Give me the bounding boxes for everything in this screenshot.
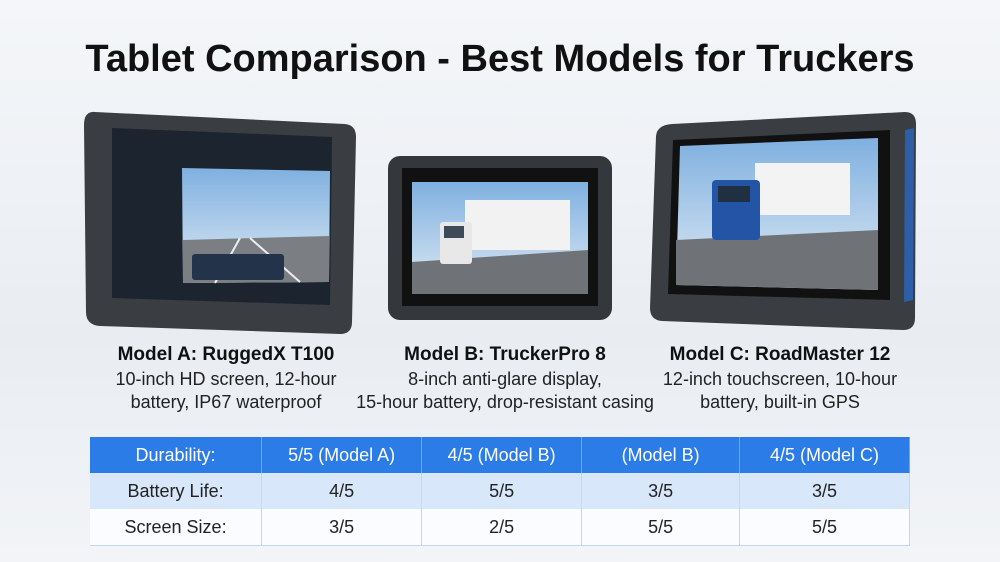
- table-cell: 3/5: [739, 473, 910, 509]
- table-cell: 2/5: [421, 509, 583, 546]
- model-name: Model A: RuggedX T100: [117, 344, 335, 365]
- table-cell: 4/5: [261, 473, 423, 509]
- table-cell: 5/5: [581, 509, 741, 546]
- table-cell: 4/5 (Model B): [421, 437, 583, 473]
- comparison-table: Durability: 5/5 (Model A) 4/5 (Model B) (Mo…: [90, 437, 910, 546]
- title: Tablet Comparison - Best Models for Truc…: [85, 38, 915, 80]
- table-cell: 3/5: [261, 509, 423, 546]
- table-row: Screen Size: 3/5 2/5 5/5 5/5: [90, 509, 910, 546]
- model-description: battery, IP67 waterproof: [130, 392, 322, 412]
- table-row: Battery Life: 4/5 5/5 3/5 3/5: [90, 473, 910, 509]
- model-name: Model B: TruckerPro 8: [404, 344, 606, 365]
- table-cell: 5/5 (Model A): [261, 437, 423, 473]
- table-cell: 5/5: [421, 473, 583, 509]
- tablet-images: [84, 111, 916, 334]
- table-cell: 4/5 (Model C): [739, 437, 910, 473]
- model-caption: Model C: RoadMaster 12 12-inch touchscre…: [615, 342, 945, 414]
- model-description: 8-inch anti-glare display,: [408, 369, 602, 389]
- table-cell: 3/5: [581, 473, 741, 509]
- model-description: 15-hour battery, drop-resistant casing: [356, 392, 654, 412]
- row-label: Durability:: [90, 437, 263, 473]
- table-cell: 5/5: [739, 509, 910, 546]
- model-description: 12-inch touchscreen, 10-hour: [662, 369, 898, 389]
- model-description: 10-inch HD screen, 12-hour: [115, 369, 337, 389]
- tablet-c: [650, 112, 916, 330]
- table-row: Durability: 5/5 (Model A) 4/5 (Model B) (Mo…: [90, 437, 910, 473]
- table-cell: (Model B): [581, 437, 741, 473]
- tablet-a: [84, 111, 356, 334]
- model-caption: Model B: TruckerPro 8 8-inch anti-glare …: [340, 342, 670, 414]
- model-caption: Model A: RuggedX T100 10-inch HD screen,…: [61, 342, 391, 414]
- model-description: battery, built-in GPS: [700, 392, 860, 412]
- tablet-b: [388, 156, 612, 320]
- row-label: Battery Life:: [90, 473, 263, 509]
- row-label: Screen Size:: [90, 509, 263, 546]
- model-name: Model C: RoadMaster 12: [669, 344, 891, 365]
